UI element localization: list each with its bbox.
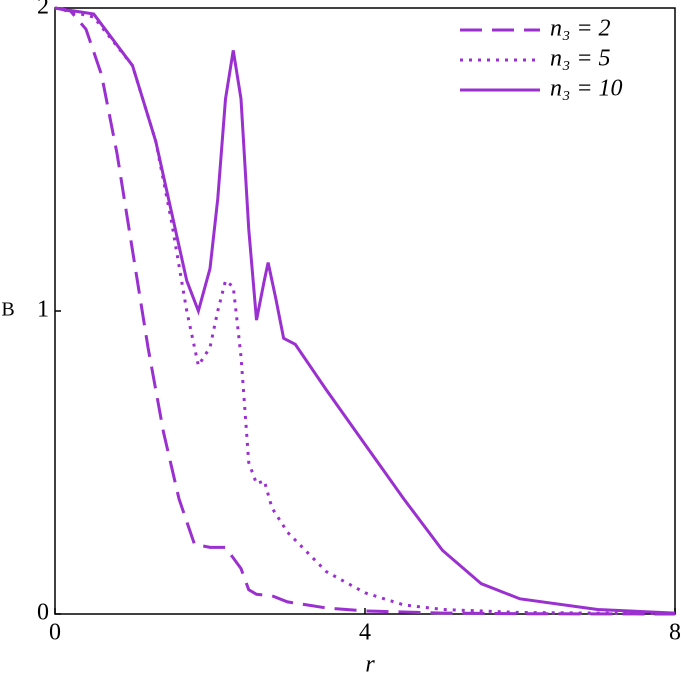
y-tick-label: 2 — [37, 0, 49, 20]
y-axis-label: B — [1, 299, 14, 321]
y-tick-label: 0 — [37, 600, 49, 626]
line-series — [54, 6, 676, 616]
x-tick-label: 4 — [359, 620, 371, 646]
x-tick-label: 0 — [49, 620, 61, 646]
y-tick-label: 1 — [37, 297, 49, 323]
legend-label: n₃ = 5 — [550, 46, 611, 72]
x-tick-label: 8 — [669, 620, 681, 646]
x-axis-label: r — [365, 652, 375, 678]
line-series — [54, 6, 676, 615]
legend-label: n₃ = 10 — [550, 76, 623, 102]
legend-label: n₃ = 2 — [550, 16, 611, 42]
